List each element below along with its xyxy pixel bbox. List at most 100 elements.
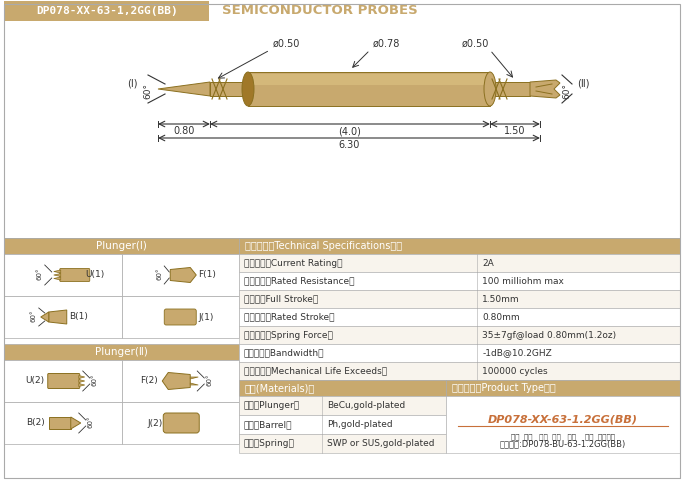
Text: BeCu,gold-plated: BeCu,gold-plated [327, 401, 405, 410]
Bar [4, 296, 122, 338]
Text: 满行程（Full Stroke）: 满行程（Full Stroke） [244, 295, 318, 304]
Polygon shape [162, 373, 190, 389]
Polygon shape [190, 383, 198, 385]
Bar [4, 238, 680, 478]
FancyBboxPatch shape [60, 268, 90, 281]
Bar [4, 238, 239, 254]
Text: 订购举例:DP078-BU-63-1.2GG(BB): 订购举例:DP078-BU-63-1.2GG(BB) [500, 440, 626, 448]
Bar [239, 308, 680, 326]
Text: 额定弹力（Spring Force）: 额定弹力（Spring Force） [244, 331, 333, 339]
Text: ø0.50: ø0.50 [273, 39, 300, 49]
Bar [446, 396, 680, 453]
Polygon shape [530, 80, 560, 98]
Bar [239, 415, 446, 434]
Text: -1dB@10.2GHZ: -1dB@10.2GHZ [482, 348, 552, 358]
Text: (Ⅰ): (Ⅰ) [127, 79, 138, 89]
Bar [210, 82, 248, 96]
Bar [239, 326, 680, 344]
Bar [239, 434, 446, 453]
Polygon shape [158, 82, 210, 96]
FancyBboxPatch shape [163, 413, 199, 433]
Text: 60°: 60° [88, 416, 94, 428]
Bar [122, 296, 239, 338]
Text: 针头（Plunger）: 针头（Plunger） [244, 401, 300, 410]
Text: SWP or SUS,gold-plated: SWP or SUS,gold-plated [327, 439, 434, 448]
Bar [239, 272, 680, 290]
Text: DP078-XX-63-1.2GG(BB): DP078-XX-63-1.2GG(BB) [488, 415, 638, 425]
Text: ø0.50: ø0.50 [462, 39, 489, 49]
Text: 针管（Barrel）: 针管（Barrel） [244, 420, 293, 429]
Text: 系列  规格   头型  针长   弹力    镜金  针头材质: 系列 规格 头型 针长 弹力 镜金 针头材质 [511, 434, 615, 440]
Text: 技术要求（Technical Specifications）：: 技术要求（Technical Specifications）： [245, 241, 402, 251]
Text: 100 milliohm max: 100 milliohm max [482, 277, 564, 285]
Bar [239, 238, 680, 254]
Text: SEMICONDUCTOR PROBES: SEMICONDUCTOR PROBES [222, 4, 418, 17]
Polygon shape [49, 417, 70, 429]
Text: 额定电流（Current Rating）: 额定电流（Current Rating） [244, 258, 343, 268]
Text: 60°: 60° [156, 268, 162, 280]
Text: Plunger(Ⅰ): Plunger(Ⅰ) [96, 241, 147, 251]
Bar [122, 402, 239, 444]
Text: J(1): J(1) [198, 312, 213, 321]
Text: 100000 cycles: 100000 cycles [482, 366, 548, 375]
Polygon shape [54, 273, 61, 277]
Text: 弹簧（Spring）: 弹簧（Spring） [244, 439, 295, 448]
Polygon shape [190, 377, 198, 379]
Bar [4, 1, 209, 21]
Polygon shape [79, 379, 85, 383]
Text: 0.80: 0.80 [173, 126, 195, 136]
Polygon shape [54, 277, 61, 280]
Bar [4, 360, 122, 402]
Text: F(1): F(1) [198, 270, 216, 280]
Bar [122, 360, 239, 402]
Text: B(1): B(1) [69, 312, 88, 321]
Text: 频率带宽（Bandwidth）: 频率带宽（Bandwidth） [244, 348, 324, 358]
Text: 测试寿命（Mechanical Life Exceeds）: 测试寿命（Mechanical Life Exceeds） [244, 366, 387, 375]
Text: 2A: 2A [482, 258, 494, 268]
Polygon shape [79, 384, 85, 387]
Ellipse shape [484, 72, 496, 106]
Bar [239, 344, 680, 362]
Text: J(2): J(2) [147, 418, 162, 428]
Polygon shape [70, 417, 81, 429]
Text: 1.50: 1.50 [504, 126, 526, 136]
Bar [239, 290, 680, 308]
Text: Plunger(Ⅱ): Plunger(Ⅱ) [95, 347, 148, 357]
Bar [239, 380, 446, 396]
Text: ø0.78: ø0.78 [373, 39, 400, 49]
Bar [122, 254, 239, 296]
Text: 60°: 60° [143, 83, 152, 99]
Bar [248, 72, 490, 106]
Polygon shape [54, 270, 61, 273]
Text: B(2): B(2) [26, 418, 44, 428]
Text: (Ⅱ): (Ⅱ) [577, 79, 590, 89]
Bar [239, 396, 446, 415]
Bar [490, 82, 530, 96]
Text: 60°: 60° [207, 374, 212, 386]
Text: 35±7gf@load 0.80mm(1.2oz): 35±7gf@load 0.80mm(1.2oz) [482, 331, 616, 339]
Text: Ph,gold-plated: Ph,gold-plated [327, 420, 393, 429]
Text: 60°: 60° [92, 374, 98, 386]
Text: 额定电阔（Rated Resistance）: 额定电阔（Rated Resistance） [244, 277, 354, 285]
Bar [239, 362, 680, 380]
Polygon shape [170, 268, 196, 282]
Text: 60°: 60° [37, 268, 42, 280]
Bar [446, 380, 680, 396]
Bar [4, 254, 122, 296]
Text: F(2): F(2) [140, 376, 158, 386]
Bar [251, 74, 487, 85]
Text: 材质(Materials)：: 材质(Materials)： [245, 383, 315, 393]
Polygon shape [49, 310, 67, 324]
Text: U(2): U(2) [25, 376, 44, 386]
Bar [239, 254, 680, 272]
Text: DP078-XX-63-1,2GG(BB): DP078-XX-63-1,2GG(BB) [36, 6, 178, 16]
FancyBboxPatch shape [48, 374, 80, 388]
Text: 1.50mm: 1.50mm [482, 295, 520, 304]
Bar [4, 344, 239, 360]
FancyBboxPatch shape [164, 309, 196, 325]
Text: U(1): U(1) [85, 270, 104, 280]
Text: (4.0): (4.0) [339, 126, 361, 136]
Text: 额定行程（Rated Stroke）: 额定行程（Rated Stroke） [244, 312, 334, 321]
Text: 6.30: 6.30 [339, 140, 360, 150]
Text: 0.80mm: 0.80mm [482, 312, 520, 321]
